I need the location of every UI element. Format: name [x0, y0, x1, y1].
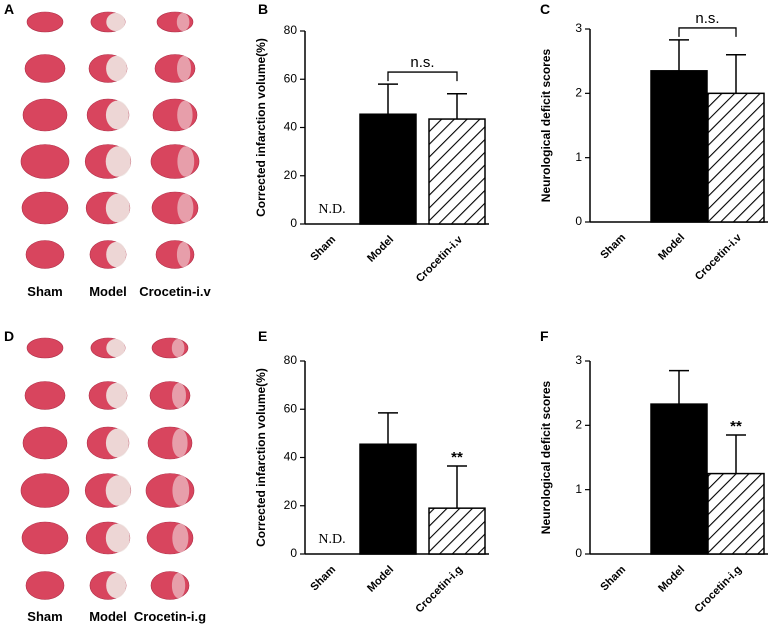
- infarct-area: [106, 13, 126, 31]
- x-tick-label: Sham: [598, 563, 628, 593]
- infarct-area: [172, 475, 190, 506]
- bar: [428, 118, 486, 225]
- infarct-area: [106, 382, 128, 409]
- bar: [359, 113, 417, 225]
- infarct-area: [171, 572, 186, 599]
- significance-bracket: [387, 71, 458, 82]
- x-tick-label: Sham: [308, 563, 338, 593]
- bar: [359, 443, 417, 555]
- nd-annotation: N.D.: [318, 202, 345, 217]
- significance-stars: **: [451, 449, 463, 466]
- image-label: Sham: [27, 609, 62, 624]
- brain-slice: [21, 521, 69, 555]
- brain-slice: [22, 98, 68, 132]
- x-tick-label: Crocetin-i.v: [693, 231, 745, 283]
- y-tick-label: 1: [575, 482, 582, 496]
- y-tick-label: 0: [290, 546, 297, 560]
- infarct-area: [172, 428, 188, 458]
- y-tick-label: 80: [284, 23, 298, 37]
- infarct-area: [106, 572, 127, 599]
- bar: [650, 70, 708, 223]
- significance-label: n.s.: [695, 10, 719, 27]
- x-tick-label: Model: [656, 564, 687, 595]
- y-tick-label: 2: [575, 418, 582, 432]
- y-tick-label: 20: [284, 498, 298, 512]
- y-tick-label: 60: [284, 71, 298, 85]
- y-tick-label: 0: [575, 214, 582, 228]
- infarct-area: [105, 523, 130, 553]
- y-axis-label: Corrected infarction volume(%): [254, 368, 268, 547]
- brain-slice: [24, 381, 66, 410]
- y-tick-label: 60: [284, 401, 298, 415]
- y-tick-label: 0: [575, 546, 582, 560]
- bar: [707, 472, 765, 555]
- infarct-area: [176, 241, 191, 268]
- x-tick-label: Model: [365, 234, 396, 265]
- image-label: Crocetin-i.g: [134, 609, 206, 624]
- y-axis-label: Neurological deficit scores: [539, 380, 553, 534]
- infarct-area: [105, 475, 131, 506]
- x-tick-label: Crocetin-i.v: [414, 233, 466, 285]
- x-tick-label: Crocetin-i.g: [413, 564, 465, 616]
- infarct-area: [105, 193, 130, 223]
- infarct-area: [106, 55, 128, 82]
- infarct-area: [177, 100, 193, 130]
- brain-slice: [22, 426, 68, 460]
- y-tick-label: 0: [290, 216, 297, 230]
- bar: [707, 92, 765, 223]
- brain-slice: [25, 571, 65, 600]
- image-label: Crocetin-i.v: [139, 284, 211, 299]
- infarct-area: [171, 339, 185, 357]
- nd-annotation: N.D.: [318, 532, 345, 547]
- brain-slice: [20, 473, 70, 508]
- y-tick-label: 80: [284, 353, 298, 367]
- y-tick-label: 1: [575, 150, 582, 164]
- x-tick-label: Sham: [308, 233, 338, 263]
- infarct-area: [177, 146, 195, 177]
- infarct-area: [105, 428, 129, 458]
- image-label: Model: [89, 284, 127, 299]
- infarct-area: [172, 382, 186, 409]
- bar: [650, 403, 708, 555]
- y-axis-label: Neurological deficit scores: [539, 48, 553, 202]
- y-tick-label: 40: [284, 450, 298, 464]
- infarct-area: [172, 523, 189, 553]
- panel-letter: D: [4, 328, 14, 344]
- infarct-area: [177, 55, 191, 82]
- infarct-area: [105, 100, 129, 130]
- infarct-area: [106, 339, 126, 357]
- x-tick-label: Sham: [598, 231, 628, 261]
- brain-slice: [20, 144, 70, 179]
- significance-bracket: [678, 27, 737, 37]
- x-tick-label: Crocetin-i.g: [692, 564, 744, 616]
- panel-letter: B: [258, 1, 268, 17]
- panel-letter: E: [258, 328, 267, 344]
- significance-stars: **: [730, 418, 742, 435]
- y-tick-label: 40: [284, 120, 298, 134]
- infarct-area: [105, 146, 131, 177]
- brain-slice: [21, 191, 69, 225]
- significance-label: n.s.: [410, 54, 434, 71]
- infarct-area: [106, 241, 127, 268]
- brain-slice: [25, 240, 65, 269]
- y-tick-label: 3: [575, 21, 582, 35]
- image-label: Model: [89, 609, 127, 624]
- bar: [428, 507, 486, 555]
- panel-letter: C: [540, 1, 550, 17]
- y-tick-label: 3: [575, 353, 582, 367]
- brain-slice: [26, 337, 64, 359]
- image-label: Sham: [27, 284, 62, 299]
- brain-slice: [24, 54, 66, 83]
- y-tick-label: 20: [284, 168, 298, 182]
- panel-letter: A: [4, 1, 14, 17]
- brain-slice: [26, 11, 64, 33]
- y-axis-label: Corrected infarction volume(%): [254, 38, 268, 217]
- y-tick-label: 2: [575, 86, 582, 100]
- x-tick-label: Model: [365, 564, 396, 595]
- x-tick-label: Model: [656, 232, 687, 263]
- infarct-area: [176, 13, 190, 31]
- panel-letter: F: [540, 328, 549, 344]
- infarct-area: [177, 193, 194, 223]
